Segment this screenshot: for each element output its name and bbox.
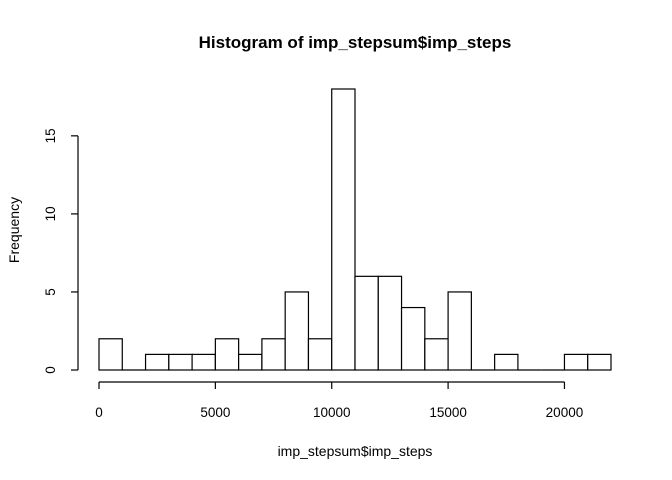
x-axis-label: imp_stepsum$imp_steps <box>278 443 433 459</box>
y-tick-label: 0 <box>43 366 58 374</box>
y-tick-label: 10 <box>43 206 58 221</box>
histogram-bar <box>447 291 472 371</box>
histogram-bar <box>587 353 612 371</box>
x-axis: 0 5000 10000 15000 20000 <box>95 381 584 420</box>
histogram-bar <box>284 291 310 371</box>
histogram-bar <box>214 338 240 371</box>
histogram-bar <box>400 306 426 371</box>
x-tick-label: 20000 <box>546 405 584 420</box>
histogram-bar <box>98 338 123 371</box>
y-tick-label: 15 <box>43 128 58 143</box>
histogram-bar <box>238 353 263 371</box>
x-tick-label: 15000 <box>429 405 467 420</box>
x-tick-label: 10000 <box>313 405 351 420</box>
histogram-bar <box>494 353 519 371</box>
x-tick-label: 5000 <box>200 405 230 420</box>
bars-group <box>98 88 612 371</box>
histogram-bar <box>377 275 403 371</box>
histogram-bar <box>191 353 216 371</box>
x-tick-label: 0 <box>95 405 103 420</box>
histogram-bar <box>331 88 356 371</box>
histogram-bar <box>144 353 170 371</box>
histogram-bar <box>354 275 379 371</box>
y-axis-label: Frequency <box>6 197 22 263</box>
y-axis: 0 5 10 15 <box>43 128 79 374</box>
chart-title: Histogram of imp_stepsum$imp_steps <box>199 33 512 52</box>
histogram-bar <box>424 338 449 371</box>
y-tick-label: 5 <box>43 288 58 296</box>
histogram-bar <box>563 353 589 371</box>
histogram-bar <box>261 338 286 371</box>
histogram-bar <box>307 338 333 371</box>
histogram-bar <box>168 353 193 371</box>
